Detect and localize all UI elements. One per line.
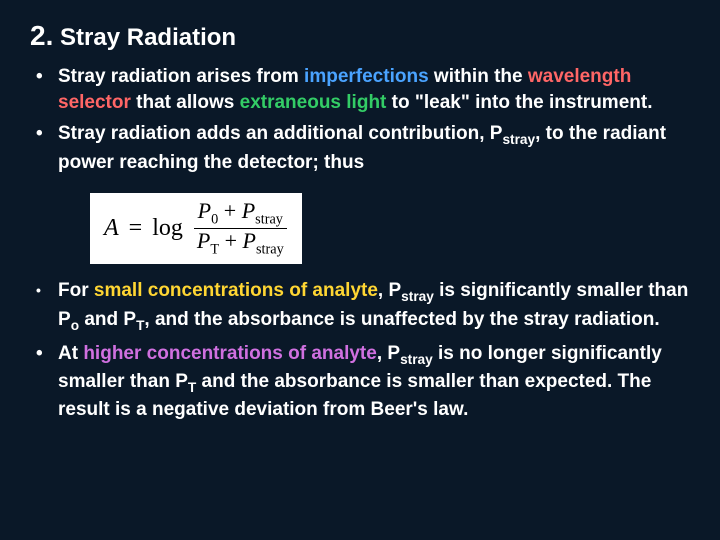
text: that allows <box>131 92 240 113</box>
text: , P <box>378 280 401 301</box>
eq-P: P <box>198 198 211 223</box>
text: Stray radiation arises from <box>58 66 304 87</box>
bullet-2: Stray radiation adds an additional contr… <box>30 121 690 175</box>
equation-block: A = log P0 + Pstray PT + Pstray <box>90 193 302 264</box>
title-number: 2. <box>30 20 53 51</box>
eq-sub: T <box>210 242 219 258</box>
text: to "leak" into the instrument. <box>386 92 652 113</box>
text: within the <box>429 66 528 87</box>
subscript-stray: stray <box>401 289 434 304</box>
subscript-T: T <box>188 380 196 395</box>
eq-sub: stray <box>255 212 283 228</box>
eq-plus: + <box>219 228 242 253</box>
text: Stray radiation adds an additional contr… <box>58 123 502 144</box>
subscript-stray: stray <box>400 352 433 367</box>
keyword-extraneous-light: extraneous light <box>240 92 387 113</box>
eq-P: P <box>197 228 210 253</box>
bullet-1: Stray radiation arises from imperfection… <box>30 64 690 115</box>
bullet-list: Stray radiation arises from imperfection… <box>30 64 690 175</box>
bullet-3: For small concentrations of analyte, Pst… <box>30 278 690 335</box>
eq-denominator: PT + Pstray <box>193 229 288 258</box>
eq-plus: + <box>218 198 241 223</box>
text: , and the absorbance is unaffected by th… <box>144 309 659 330</box>
eq-lhs: A <box>104 215 119 242</box>
bullet-4: At higher concentrations of analyte, Pst… <box>30 341 690 423</box>
keyword-imperfections: imperfections <box>304 66 429 87</box>
keyword-higher-concentrations: higher concentrations of analyte <box>83 343 377 364</box>
equation-row: A = log P0 + Pstray PT + Pstray <box>104 199 288 258</box>
text: , P <box>377 343 400 364</box>
title-text: Stray Radiation <box>60 24 236 51</box>
eq-numerator: P0 + Pstray <box>194 199 287 229</box>
subscript-stray: stray <box>502 132 535 147</box>
eq-P: P <box>243 228 256 253</box>
eq-sub: stray <box>256 242 284 258</box>
text: At <box>58 343 83 364</box>
eq-fraction: P0 + Pstray PT + Pstray <box>193 199 288 258</box>
eq-P: P <box>242 198 255 223</box>
text: and P <box>79 309 136 330</box>
eq-equals: = <box>129 215 143 242</box>
text: For <box>58 280 94 301</box>
keyword-small-concentrations: small concentrations of analyte <box>94 280 378 301</box>
subscript-o: o <box>71 317 79 332</box>
slide-title: 2. Stray Radiation <box>30 20 690 52</box>
eq-log: log <box>152 215 183 242</box>
bullet-list-2: For small concentrations of analyte, Pst… <box>30 278 690 423</box>
